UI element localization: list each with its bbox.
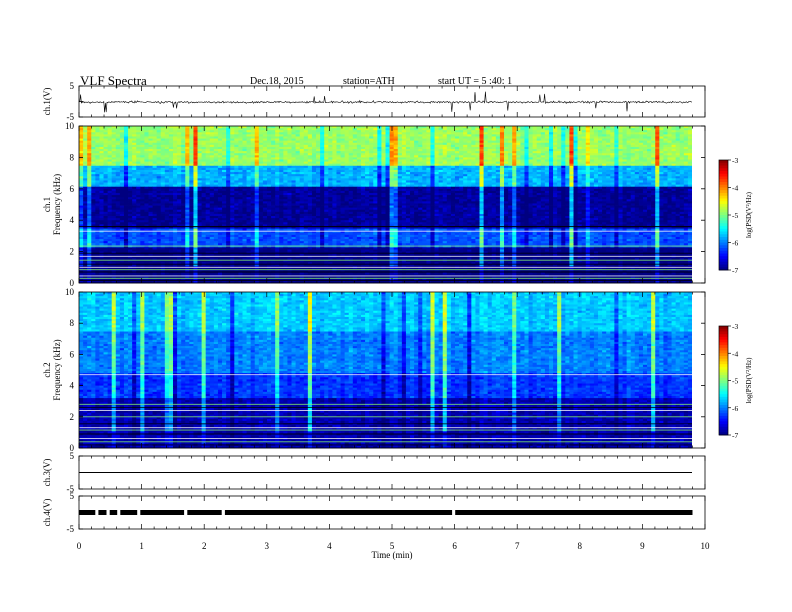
x-tick-label: 10 xyxy=(701,541,711,551)
station-label: station=ATH xyxy=(343,76,395,87)
x-tick-label: 2 xyxy=(202,541,207,551)
y-tick-label: -5 xyxy=(67,112,75,122)
y-axis-label: Frequency (kHz) xyxy=(52,339,62,400)
colorbar-label: log(PSD(V²/Hz) xyxy=(745,357,753,404)
y-tick-label: 0 xyxy=(70,278,75,288)
colorbar-tick-label: -3 xyxy=(732,322,738,331)
y-tick-label: 10 xyxy=(65,121,75,131)
y-tick-label: -5 xyxy=(67,524,75,534)
colorbar-tick-label: -5 xyxy=(732,211,738,220)
y-tick-label: 6 xyxy=(70,184,75,194)
y-axis-label: ch.2 xyxy=(42,362,52,377)
y-tick-label: 2 xyxy=(70,412,75,422)
colorbar-tick-label: -5 xyxy=(732,377,738,386)
ch2-spectrogram xyxy=(78,291,731,449)
waveform-trace xyxy=(120,510,138,515)
colorbar-tick-label: -4 xyxy=(732,349,738,358)
y-tick-label: 4 xyxy=(70,381,75,391)
y-tick-label: 8 xyxy=(70,152,75,162)
y-axis-label: ch.1(V) xyxy=(42,88,52,116)
waveform-trace xyxy=(79,510,96,515)
colorbar-tick-label: -7 xyxy=(732,431,738,440)
x-tick-label: 8 xyxy=(578,541,583,551)
y-tick-label: 5 xyxy=(70,81,75,91)
y-axis-label: ch.3(V) xyxy=(42,459,52,487)
y-tick-label: 5 xyxy=(70,451,75,461)
y-tick-label: 8 xyxy=(70,318,75,328)
x-tick-label: 7 xyxy=(515,541,520,551)
waveform-trace xyxy=(187,510,222,515)
x-tick-label: 1 xyxy=(139,541,144,551)
y-axis-label: ch.1 xyxy=(42,197,52,212)
y-tick-label: 0 xyxy=(70,443,75,453)
colorbar-tick-label: -7 xyxy=(732,266,738,275)
y-tick-label: 2 xyxy=(70,247,75,257)
x-tick-label: 4 xyxy=(327,541,332,551)
colorbar-tick-label: -6 xyxy=(732,239,738,248)
x-axis-label: Time (min) xyxy=(372,550,413,560)
colorbar-tick-label: -4 xyxy=(732,184,738,193)
y-axis-label: ch.4(V) xyxy=(42,499,52,527)
x-tick-label: 3 xyxy=(265,541,270,551)
y-tick-label: 5 xyxy=(70,491,75,501)
y-tick-label: 4 xyxy=(70,215,75,225)
date-label: Dec.18, 2015 xyxy=(250,76,304,87)
colorbar-tick-label: -6 xyxy=(732,404,738,413)
y-tick-label: 6 xyxy=(70,349,75,359)
ch1-spectrogram xyxy=(78,125,731,284)
waveform-trace xyxy=(109,510,118,515)
x-tick-label: 5 xyxy=(390,541,395,551)
x-tick-label: 6 xyxy=(452,541,457,551)
chart-title: VLF Spectra xyxy=(80,73,147,89)
x-tick-label: 9 xyxy=(640,541,645,551)
waveform-trace xyxy=(224,510,453,515)
y-tick-label: 10 xyxy=(65,287,75,297)
waveform-trace xyxy=(98,510,107,515)
colorbar-tick-label: -3 xyxy=(732,156,738,165)
y-tick-label: -5 xyxy=(67,484,75,494)
waveform-trace xyxy=(455,510,693,515)
waveform-trace xyxy=(140,510,185,515)
start-time-label: start UT = 5 :40: 1 xyxy=(438,76,512,87)
x-tick-label: 0 xyxy=(77,541,82,551)
colorbar-label: log(PSD(V²/Hz) xyxy=(745,191,753,238)
y-axis-label: Frequency (kHz) xyxy=(52,174,62,235)
waveform-trace xyxy=(78,91,692,113)
